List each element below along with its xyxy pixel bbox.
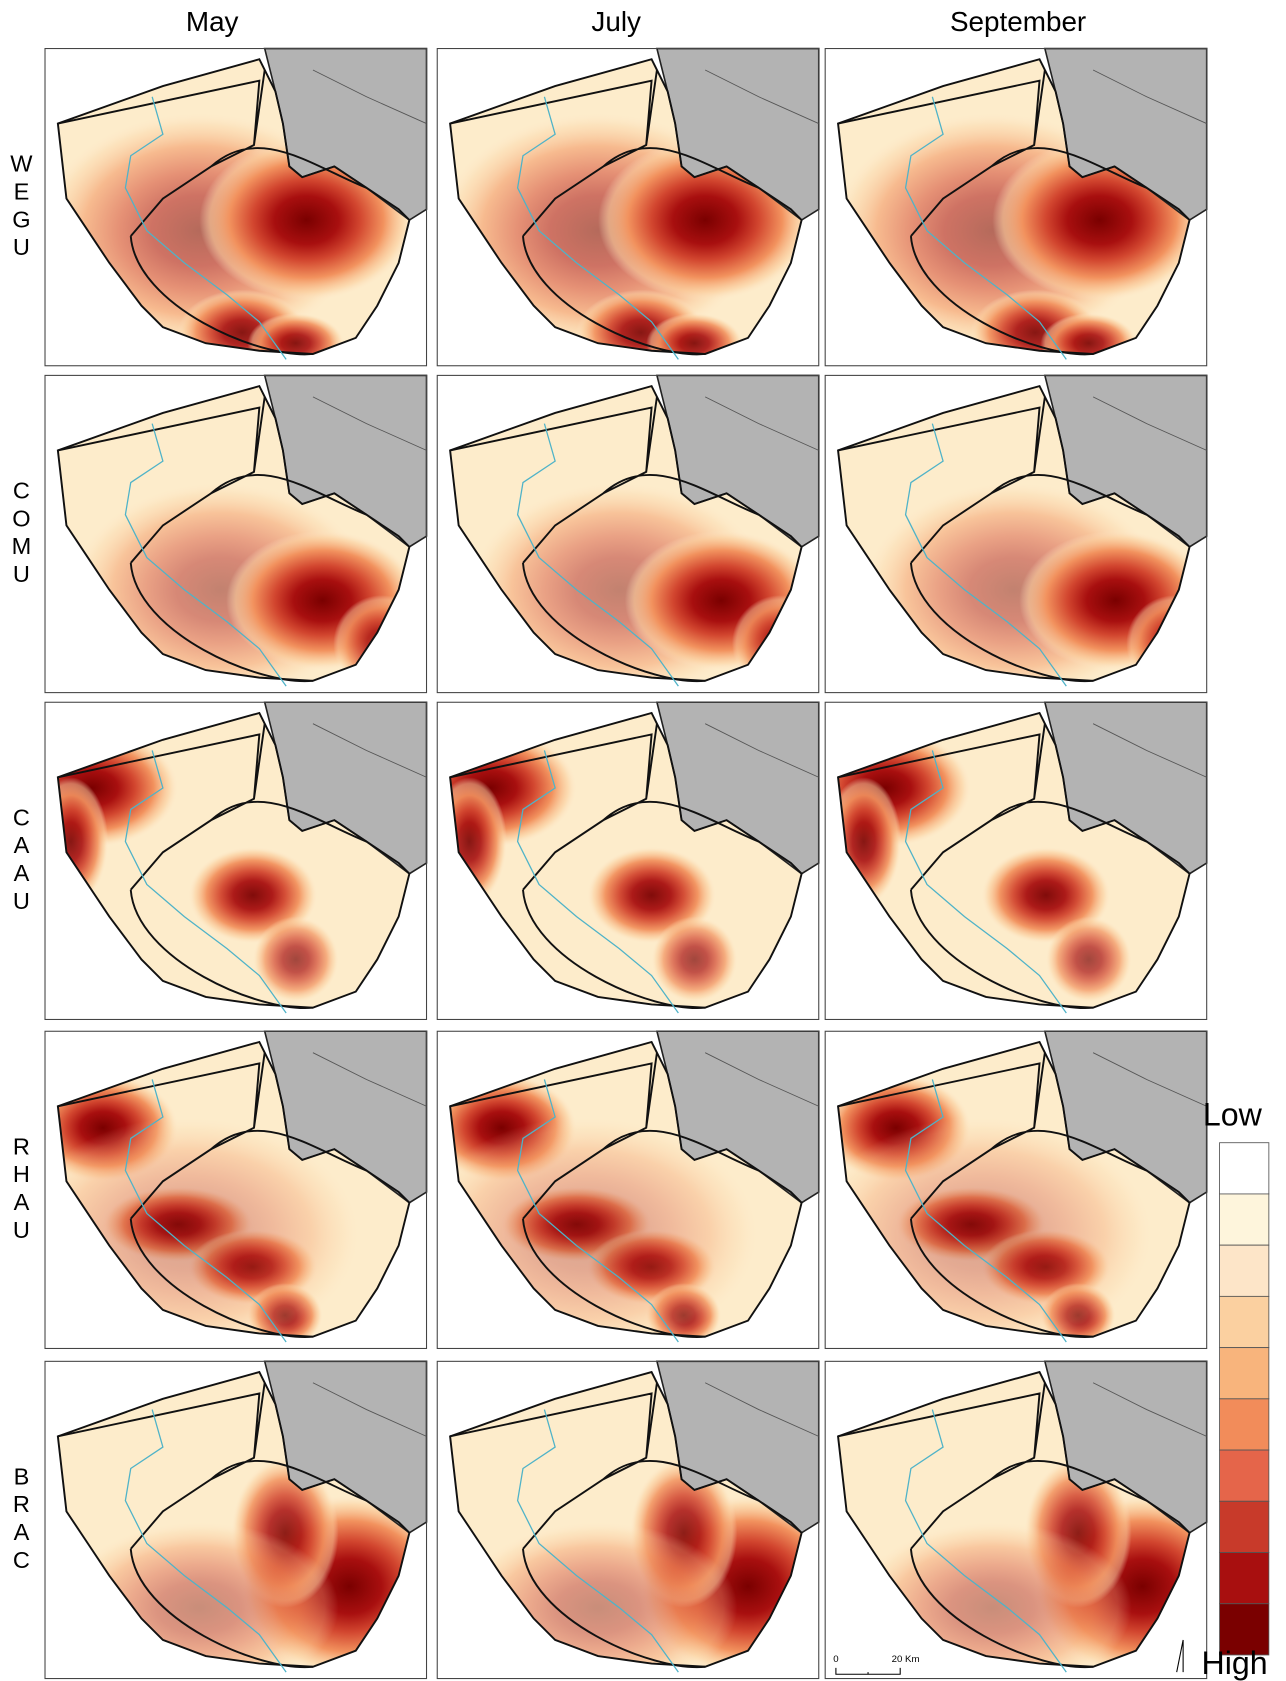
map-panel — [437, 1361, 855, 1681]
legend-swatch — [1220, 1450, 1269, 1501]
column-header: September — [950, 6, 1086, 37]
map-panel — [45, 1361, 457, 1681]
map-panel — [39, 49, 427, 376]
legend-swatch — [1220, 1194, 1269, 1245]
row-label-letter: R — [13, 1491, 30, 1517]
scale-start: 0 — [833, 1654, 838, 1665]
map-panel — [825, 49, 1207, 376]
row-label-letter: O — [12, 505, 30, 531]
heat-blob — [1046, 917, 1132, 1003]
map-panel — [17, 1031, 426, 1353]
row-label-letter: B — [14, 1463, 30, 1489]
row-label-letter: W — [10, 151, 33, 177]
scale-end: 20 Km — [892, 1654, 920, 1665]
map-panel — [45, 375, 430, 697]
row-label-letter: H — [13, 1161, 30, 1187]
column-header: July — [591, 6, 641, 37]
row-label-letter: G — [12, 206, 30, 232]
map-panel — [437, 375, 828, 697]
legend-swatch — [1220, 1553, 1269, 1604]
heat-blob — [253, 917, 339, 1003]
legend-swatch — [1220, 1245, 1269, 1296]
row-label-letter: U — [13, 1217, 30, 1243]
row-label-letter: C — [13, 477, 30, 503]
row-label-letter: E — [14, 178, 30, 204]
row-label-letter: A — [14, 832, 30, 858]
column-header: May — [186, 6, 239, 37]
map-panel — [825, 1361, 1249, 1681]
legend-high: High — [1202, 1645, 1268, 1681]
map-panel — [810, 1031, 1207, 1353]
map-panel — [825, 375, 1223, 697]
row-label-letter: R — [13, 1133, 30, 1159]
legend-swatch — [1220, 1143, 1269, 1194]
figure: MayJulySeptemberWEGUCOMUCAAURHAUBRACLowH… — [0, 0, 1286, 1681]
legend-swatch — [1220, 1399, 1269, 1450]
legend-swatch — [1220, 1348, 1269, 1399]
row-label-letter: A — [14, 860, 30, 886]
row-label-letter: A — [14, 1189, 30, 1215]
map-panel — [6, 702, 426, 1019]
heat-blob — [652, 917, 738, 1003]
legend-low: Low — [1203, 1096, 1263, 1132]
row-label-letter: U — [13, 888, 30, 914]
map-panel — [437, 49, 819, 376]
row-label-letter: M — [12, 533, 32, 559]
map-panel — [405, 702, 819, 1019]
map-panel — [416, 1031, 819, 1353]
map-panel — [799, 702, 1206, 1019]
row-label-letter: C — [13, 1547, 30, 1573]
row-label-letter: C — [13, 804, 30, 830]
legend-swatch — [1220, 1501, 1269, 1552]
row-label-letter: A — [14, 1519, 30, 1545]
page: MayJulySeptemberWEGUCOMUCAAURHAUBRACLowH… — [0, 0, 1286, 1681]
legend-swatch — [1220, 1296, 1269, 1347]
row-label-letter: U — [13, 561, 30, 587]
row-label-letter: U — [13, 234, 30, 260]
